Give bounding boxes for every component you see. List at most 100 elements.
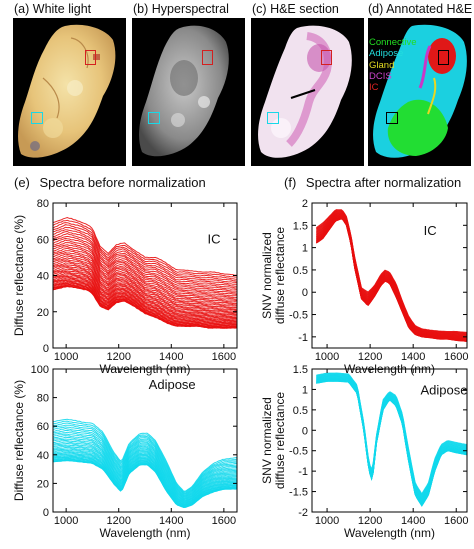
spectrum-line — [53, 264, 237, 312]
spectrum-line — [53, 453, 237, 506]
spectrum-line — [316, 211, 467, 336]
ic-roi-box — [202, 50, 213, 65]
adipose-roi-box — [267, 112, 279, 124]
plot-f-top: 1000 1200 1400 1600-1-0.500.511.52Wavelengt… — [260, 198, 468, 376]
x-axis-label: Wavelength (nm) — [344, 526, 435, 540]
spectrum-line — [53, 239, 237, 294]
y-tick-label: 0 — [302, 287, 308, 299]
y-axis-label: Diffuse reflectance (%) — [12, 215, 26, 336]
spectrum-line — [53, 259, 237, 309]
x-tick-label: 1200 — [358, 351, 382, 363]
legend-ic: IC — [369, 82, 379, 94]
spectrum-line — [316, 210, 467, 334]
legend-connective: Connective — [369, 37, 417, 48]
series-f-bottom — [316, 372, 467, 507]
spectrum-line — [53, 233, 237, 289]
spectrum-line — [53, 424, 237, 495]
spectrum-line — [53, 226, 237, 284]
spectrum-line — [53, 219, 237, 278]
section-f-title: (f) Spectra after normalization — [284, 176, 461, 189]
legend-gland: Gland — [369, 59, 395, 71]
x-tick-label: 1600 — [444, 515, 468, 527]
spectrum-line — [53, 222, 237, 280]
ic-roi-box — [321, 50, 332, 65]
adipose-roi-box — [148, 112, 160, 124]
section-f-letter: (f) — [284, 175, 297, 190]
y-tick-label: 20 — [37, 307, 49, 319]
spectrum-line — [53, 435, 237, 499]
y-tick-label: 40 — [37, 271, 49, 283]
y-tick-label: 1 — [302, 384, 308, 396]
series-e-top — [53, 216, 237, 329]
spectrum-line — [316, 212, 467, 337]
spectrum-line — [53, 265, 237, 314]
spectrum-line — [53, 276, 237, 322]
spectrum-line — [53, 438, 237, 500]
spectrum-line — [53, 439, 237, 501]
y-tick-label: 80 — [37, 198, 49, 210]
spectrum-line — [53, 266, 237, 315]
spectrum-line — [53, 444, 237, 502]
white-light-image — [13, 18, 126, 166]
y-tick-label: 60 — [37, 234, 49, 246]
annotated-he-image — [368, 18, 471, 166]
panel-c-title: (c) H&E section — [252, 3, 339, 16]
spectrum-line — [53, 271, 237, 318]
he-section-specimen — [258, 25, 352, 158]
panel-b-title: (b) Hyperspectral — [133, 3, 229, 16]
spectrum-line — [53, 453, 237, 506]
section-f-text: Spectra after normalization — [305, 175, 462, 190]
spectrum-line — [53, 272, 237, 319]
spectrum-line — [53, 216, 237, 276]
y-tick-label: 0 — [302, 425, 308, 437]
spectrum-line — [53, 448, 237, 504]
panel-a-title: (a) White light — [14, 3, 91, 16]
spectrum-line — [53, 250, 237, 302]
plot-annotation: IC — [208, 232, 221, 247]
spectrum-line — [316, 372, 467, 495]
y-axis-label-line: SNV normalized — [260, 397, 274, 484]
spectrum-line — [53, 237, 237, 292]
section-e-title: (e) Spectra before normalization — [14, 176, 206, 189]
spectrum-line — [53, 260, 237, 310]
x-axis-label: Wavelength (nm) — [100, 526, 191, 540]
y-axis-label-line: diffuse reflectance — [273, 392, 287, 489]
y-tick-label: -2 — [298, 507, 308, 519]
y-axis-label: SNV normalizeddiffuse reflectance — [260, 227, 287, 324]
spectrum-line — [53, 429, 237, 497]
x-tick-label: 1200 — [106, 515, 130, 527]
spectrum-line — [53, 255, 237, 306]
spectrum-line — [53, 257, 237, 307]
legend-adipose: Adipose — [369, 48, 404, 60]
adipose-roi-box — [31, 112, 43, 124]
y-tick-label: 100 — [31, 364, 49, 376]
panel-c-name: H&E section — [270, 2, 339, 16]
y-tick-label: 60 — [37, 421, 49, 433]
plot-f-bottom: 1000 1200 1400 1600 -2 -1.5 -1 -0.5 0 0.5 1 1.5 Wave… — [260, 364, 468, 540]
panel-b-letter: (b) — [133, 2, 149, 16]
x-tick-label: 1600 — [444, 351, 468, 363]
panel-a-letter: (a) — [14, 2, 30, 16]
spectrum-line — [53, 281, 237, 326]
plot-annotation: Adipose — [421, 383, 468, 398]
y-axis-label-line: diffuse reflectance — [273, 227, 287, 324]
y-tick-label: 0 — [43, 343, 49, 355]
y-tick-label: -1.5 — [289, 487, 308, 499]
spectrum-line — [53, 229, 237, 285]
spectrum-line — [53, 242, 237, 296]
spectrum-line — [316, 209, 467, 334]
plot-frame — [311, 368, 468, 513]
y-tick-label: -0.5 — [289, 446, 308, 458]
y-tick-label: 80 — [37, 393, 49, 405]
spectrum-line — [53, 427, 237, 496]
section-e-letter: (e) — [14, 175, 30, 190]
spectrum-line — [53, 251, 237, 303]
panel-a-name: White light — [32, 2, 92, 16]
y-tick-label: -0.5 — [289, 310, 308, 322]
y-tick-label: 0.5 — [293, 265, 308, 277]
y-tick-label: -1 — [298, 332, 308, 344]
plot-frame — [311, 202, 468, 349]
spectrum-line — [53, 274, 237, 320]
y-tick-label: 2 — [302, 198, 308, 210]
y-tick-label: 1.5 — [293, 364, 308, 376]
